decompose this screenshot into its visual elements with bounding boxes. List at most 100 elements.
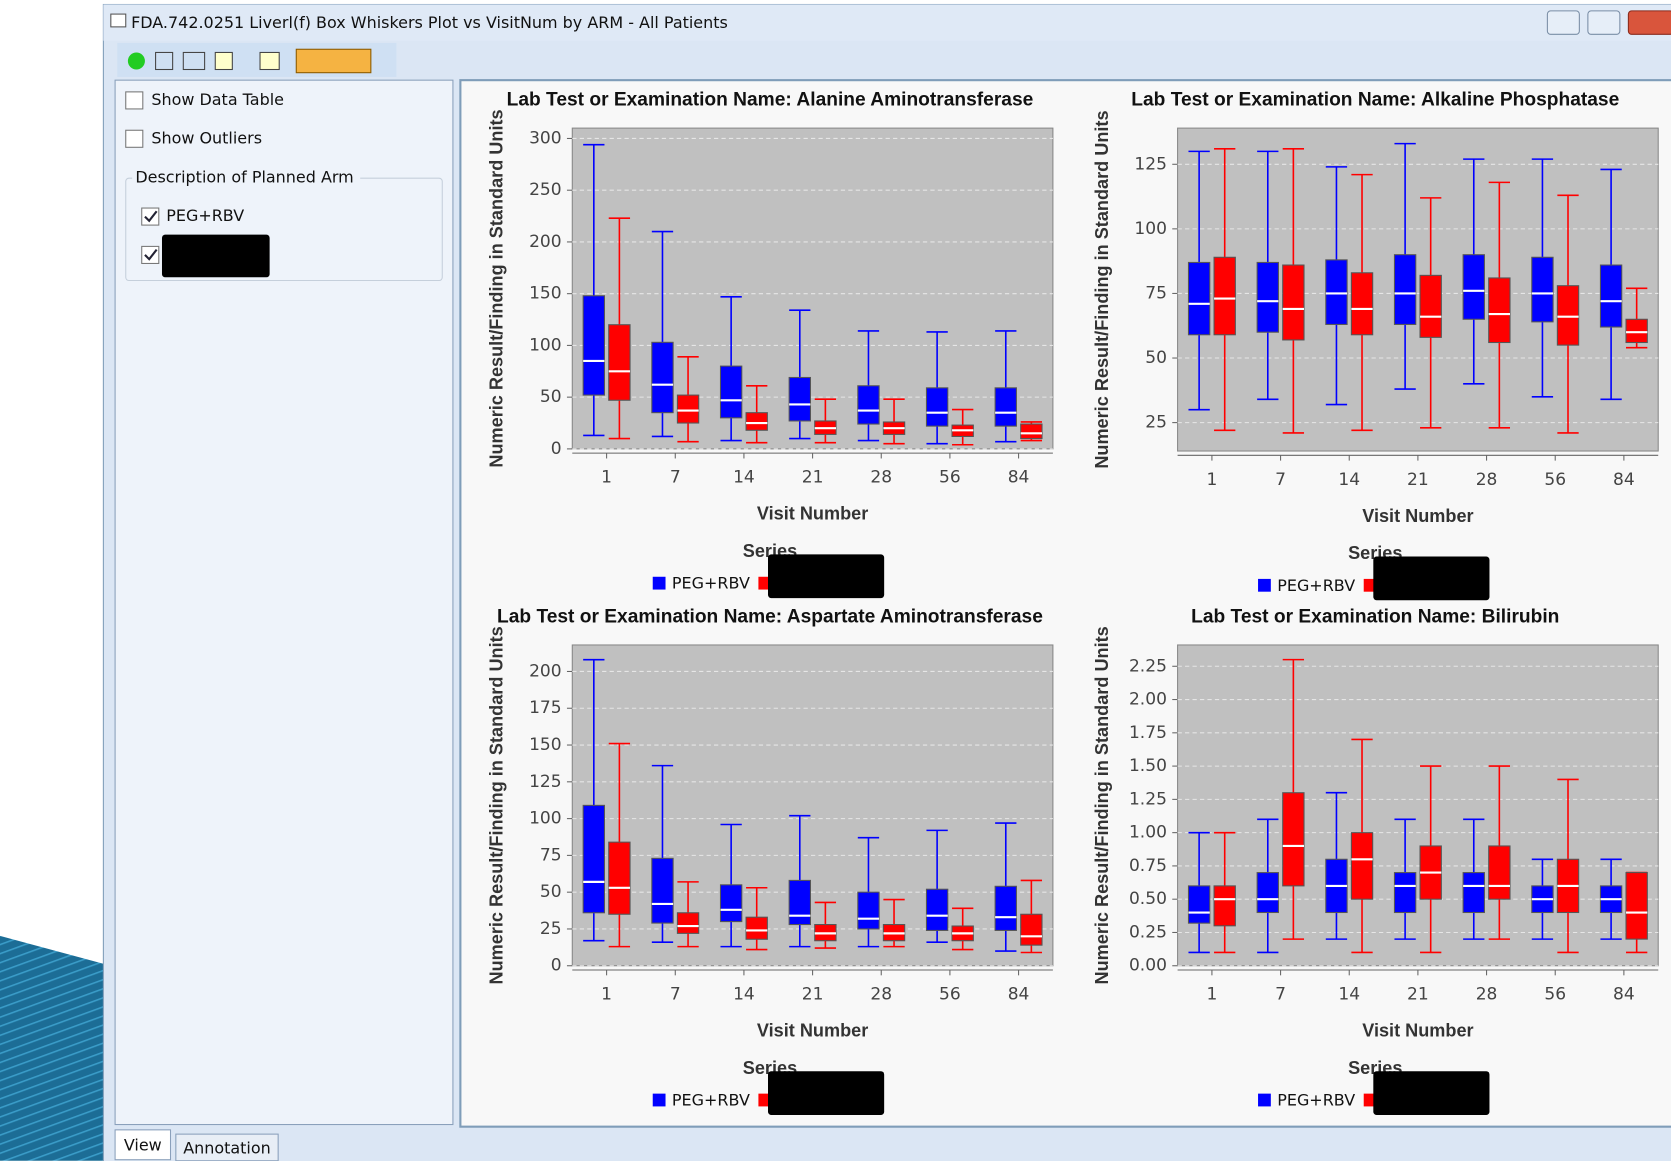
redaction bbox=[768, 1071, 885, 1115]
tab-label: Annotation bbox=[183, 1139, 271, 1158]
y-axis-label: Numeric Result/Finding in Standard Units bbox=[1092, 626, 1112, 984]
box bbox=[651, 341, 674, 414]
x-tick-label: 14 bbox=[733, 985, 755, 1005]
chart-title: Lab Test or Examination Name: Alanine Am… bbox=[507, 89, 1034, 110]
box bbox=[608, 324, 631, 401]
check-mark bbox=[144, 248, 158, 261]
legend-label: PEG+RBV bbox=[672, 574, 750, 593]
charts: Lab Test or Examination Name: Alanine Am… bbox=[486, 89, 1659, 1115]
help-button[interactable] bbox=[377, 52, 393, 70]
tab[interactable] bbox=[175, 1133, 279, 1162]
y-tick-label: 2.00 bbox=[1129, 690, 1167, 710]
y-tick-label: 150 bbox=[529, 284, 562, 304]
x-axis-label: Visit Number bbox=[757, 504, 868, 524]
checkbox[interactable] bbox=[125, 129, 144, 148]
box bbox=[676, 394, 700, 424]
box bbox=[1020, 913, 1043, 946]
box bbox=[1419, 274, 1442, 338]
y-tick-label: 1.00 bbox=[1129, 823, 1167, 843]
box bbox=[788, 376, 811, 422]
y-tick-label: 100 bbox=[529, 335, 562, 355]
box bbox=[1531, 256, 1554, 323]
y-tick-label: 100 bbox=[1134, 219, 1167, 239]
y-tick-label: 200 bbox=[529, 232, 562, 252]
group-title: Description of Planned Arm bbox=[135, 168, 353, 187]
x-tick-label: 21 bbox=[802, 468, 824, 488]
x-tick-label: 7 bbox=[1275, 985, 1286, 1005]
arm-label: PEG+RBV bbox=[166, 206, 244, 225]
x-axis-label: Visit Number bbox=[757, 1021, 868, 1041]
plot-area bbox=[571, 644, 1054, 967]
y-tick-label: 1.25 bbox=[1129, 789, 1167, 809]
y-tick-label: 175 bbox=[529, 698, 562, 718]
x-tick-label: 84 bbox=[1613, 470, 1635, 490]
toolbar-button[interactable] bbox=[182, 51, 206, 71]
x-tick-label: 21 bbox=[1407, 470, 1429, 490]
toolbar-button[interactable] bbox=[214, 51, 233, 71]
x-tick-label: 14 bbox=[1338, 985, 1360, 1005]
close-button[interactable] bbox=[1627, 10, 1671, 35]
checkbox[interactable] bbox=[141, 207, 160, 226]
y-tick-label: 0.50 bbox=[1129, 889, 1167, 909]
legend-label: PEG+RBV bbox=[672, 1091, 750, 1110]
x-tick-label: 28 bbox=[870, 468, 892, 488]
y-tick-label: 1.50 bbox=[1129, 756, 1167, 776]
box bbox=[1393, 872, 1417, 914]
y-axis-label: Numeric Result/Finding in Standard Units bbox=[486, 109, 506, 467]
minimize-button[interactable] bbox=[1546, 10, 1580, 35]
box bbox=[994, 885, 1017, 931]
box bbox=[651, 857, 674, 924]
toolbar-button[interactable] bbox=[155, 51, 174, 71]
y-tick-label: 1.75 bbox=[1129, 723, 1167, 743]
y-tick-label: 200 bbox=[529, 661, 562, 681]
box bbox=[719, 884, 743, 923]
redaction bbox=[161, 234, 270, 278]
window-title: FDA.742.0251 Liverl(f) Box Whiskers Plot… bbox=[131, 13, 728, 32]
x-tick-label: 1 bbox=[1206, 470, 1217, 490]
legend-swatch bbox=[652, 576, 666, 590]
box bbox=[1393, 254, 1417, 325]
x-tick-label: 84 bbox=[1008, 985, 1030, 1005]
chart-title: Lab Test or Examination Name: Alkaline P… bbox=[1131, 89, 1619, 110]
box bbox=[1256, 872, 1279, 914]
checkbox[interactable] bbox=[125, 91, 144, 110]
box bbox=[1462, 872, 1485, 914]
box bbox=[1488, 845, 1511, 900]
box bbox=[1350, 832, 1374, 900]
box bbox=[925, 387, 949, 427]
y-tick-label: 50 bbox=[540, 387, 562, 407]
box bbox=[1282, 792, 1305, 887]
box bbox=[994, 387, 1017, 427]
legend-swatch bbox=[652, 1093, 666, 1107]
y-tick-label: 75 bbox=[540, 845, 562, 865]
tab[interactable] bbox=[114, 1129, 172, 1161]
box bbox=[676, 912, 700, 934]
y-tick-label: 0 bbox=[551, 439, 562, 459]
box bbox=[1213, 885, 1236, 927]
x-tick-label: 56 bbox=[939, 985, 961, 1005]
toolbar-button[interactable] bbox=[259, 51, 280, 71]
legend-swatch bbox=[758, 576, 772, 590]
plot-area bbox=[1177, 127, 1659, 452]
restore-button[interactable] bbox=[1587, 10, 1621, 35]
y-axis-label: Numeric Result/Finding in Standard Units bbox=[1092, 110, 1112, 468]
y-tick-label: 2.25 bbox=[1129, 656, 1167, 676]
legend-swatch bbox=[758, 1093, 772, 1107]
box bbox=[788, 879, 811, 926]
y-tick-label: 300 bbox=[529, 128, 562, 148]
x-tick-label: 7 bbox=[1275, 470, 1286, 490]
toolbar-button[interactable] bbox=[127, 52, 145, 70]
redaction bbox=[768, 554, 885, 599]
x-tick-label: 84 bbox=[1613, 985, 1635, 1005]
decoration bbox=[0, 935, 107, 1161]
checkbox[interactable] bbox=[141, 245, 160, 264]
toolbar-button[interactable] bbox=[295, 48, 372, 74]
y-tick-label: 250 bbox=[529, 180, 562, 200]
box bbox=[1625, 872, 1648, 940]
x-tick-label: 56 bbox=[1544, 470, 1566, 490]
box bbox=[925, 888, 949, 931]
y-tick-label: 125 bbox=[1134, 154, 1167, 174]
box bbox=[1556, 285, 1580, 346]
y-tick-label: 0.00 bbox=[1129, 956, 1167, 976]
